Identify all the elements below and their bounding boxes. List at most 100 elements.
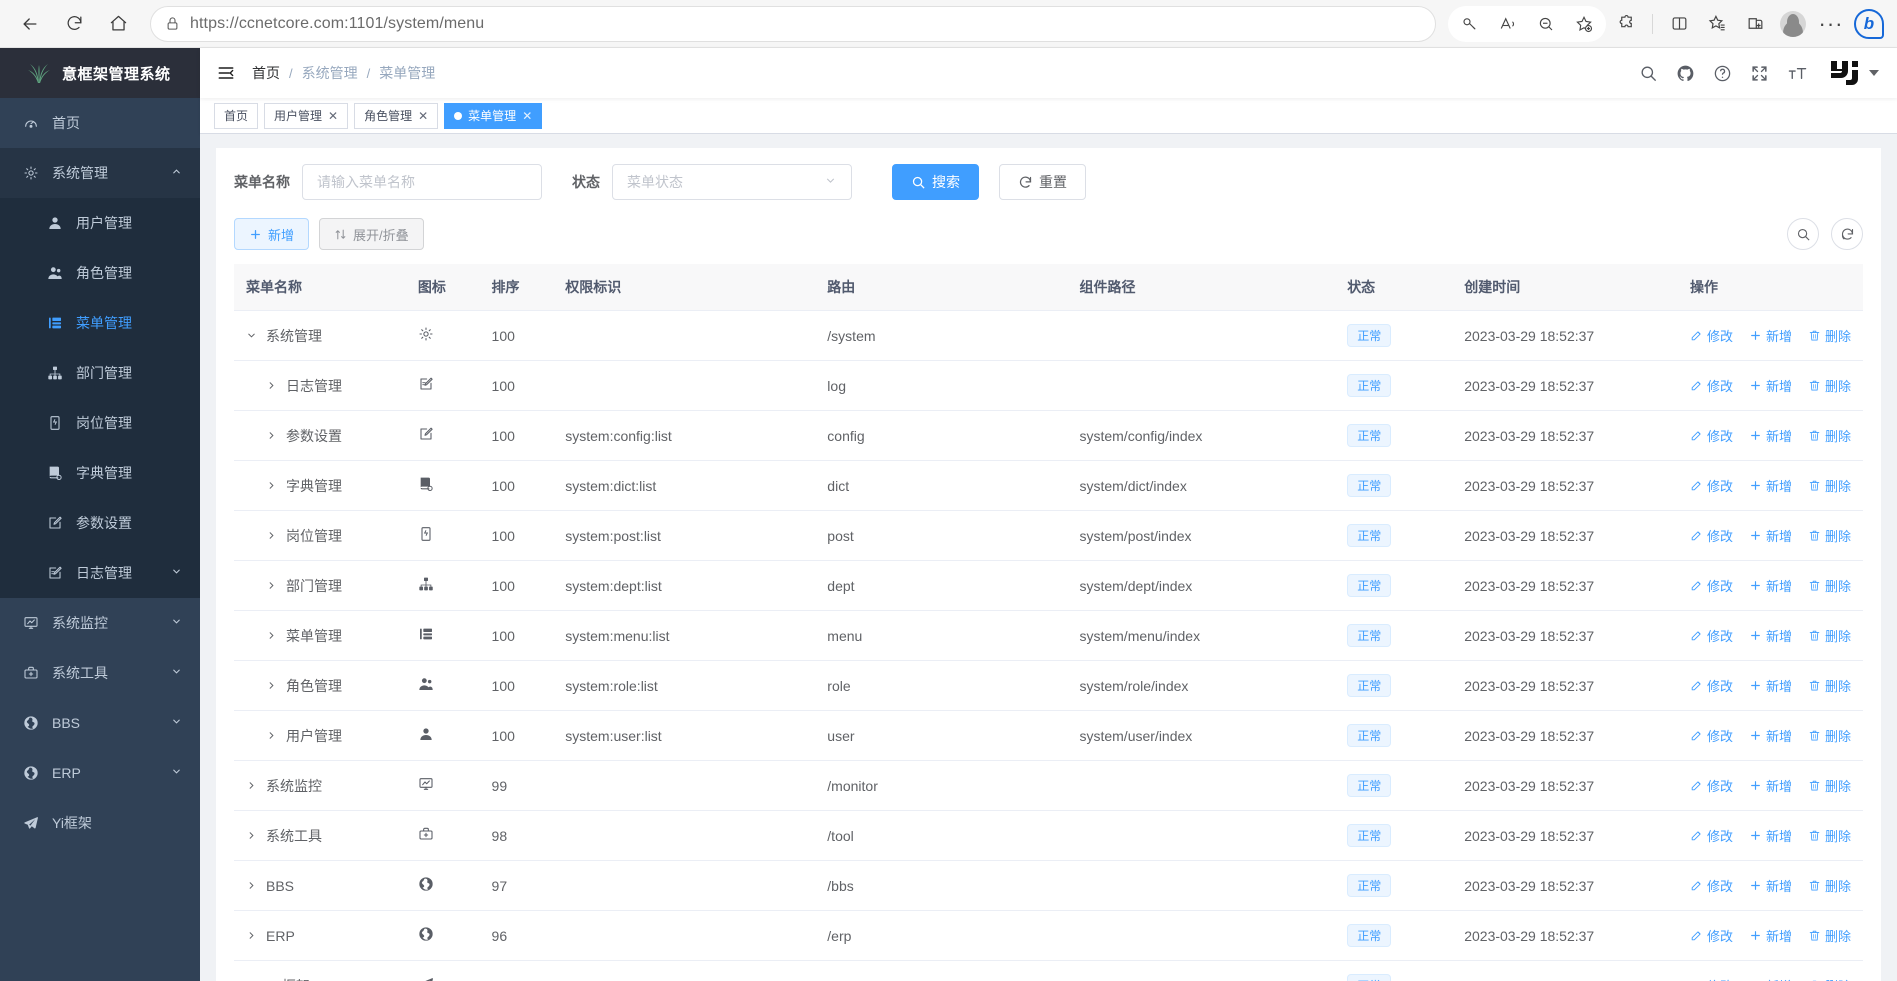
edit-row-button[interactable]: 修改	[1690, 326, 1733, 345]
status-select[interactable]: 菜单状态	[612, 164, 852, 200]
add-button[interactable]: 新增	[234, 218, 310, 250]
edit-row-button[interactable]: 修改	[1690, 476, 1733, 495]
expand-collapse-button[interactable]: 展开/折叠	[319, 218, 424, 250]
delete-row-button[interactable]: 删除	[1808, 576, 1851, 595]
favorites-icon[interactable]	[1699, 6, 1735, 42]
home-icon[interactable]	[98, 6, 138, 42]
sidebar-item-岗位管理[interactable]: 岗位管理	[0, 398, 200, 448]
chevron-right-icon[interactable]	[266, 480, 278, 491]
add-row-button[interactable]: 新增	[1749, 576, 1792, 595]
sidebar-item-参数设置[interactable]: 参数设置	[0, 498, 200, 548]
delete-row-button[interactable]: 删除	[1808, 826, 1851, 845]
collections-icon[interactable]	[1737, 6, 1773, 42]
delete-row-button[interactable]: 删除	[1808, 876, 1851, 895]
sidebar-item-部门管理[interactable]: 部门管理	[0, 348, 200, 398]
tab-用户管理[interactable]: 用户管理 ✕	[264, 102, 349, 129]
chevron-right-icon[interactable]	[246, 780, 258, 791]
breadcrumb-item-系统管理[interactable]: 系统管理	[301, 65, 358, 81]
hamburger-icon[interactable]	[216, 63, 244, 83]
sidebar-item-Yi框架[interactable]: Yi框架	[0, 798, 200, 848]
chevron-down-icon[interactable]	[246, 330, 258, 341]
delete-row-button[interactable]: 删除	[1808, 476, 1851, 495]
add-row-button[interactable]: 新增	[1749, 776, 1792, 795]
brand-logo[interactable]: 意框架管理系统	[0, 48, 200, 98]
search-input[interactable]	[302, 164, 542, 200]
delete-row-button[interactable]: 删除	[1808, 676, 1851, 695]
sidebar-item-系统工具[interactable]: 系统工具	[0, 648, 200, 698]
sidebar-item-日志管理[interactable]: 日志管理	[0, 548, 200, 598]
key-icon[interactable]	[1452, 6, 1488, 42]
add-row-button[interactable]: 新增	[1749, 326, 1792, 345]
font-size-icon[interactable]	[1787, 64, 1808, 83]
edit-row-button[interactable]: 修改	[1690, 676, 1733, 695]
sidebar-item-角色管理[interactable]: 角色管理	[0, 248, 200, 298]
close-icon[interactable]: ✕	[522, 108, 533, 123]
address-bar[interactable]: https://ccnetcore.com:1101/system/menu	[150, 5, 1436, 42]
delete-row-button[interactable]: 删除	[1808, 426, 1851, 445]
tab-菜单管理[interactable]: 菜单管理 ✕	[444, 102, 543, 129]
close-icon[interactable]: ✕	[418, 108, 429, 123]
delete-row-button[interactable]: 删除	[1808, 626, 1851, 645]
chevron-right-icon[interactable]	[266, 680, 278, 691]
delete-row-button[interactable]: 删除	[1808, 776, 1851, 795]
yi-avatar-icon[interactable]	[1830, 60, 1879, 86]
tab-角色管理[interactable]: 角色管理 ✕	[354, 102, 439, 129]
help-icon[interactable]	[1713, 64, 1732, 83]
delete-row-button[interactable]: 删除	[1808, 526, 1851, 545]
refresh-icon[interactable]	[1831, 218, 1863, 250]
add-row-button[interactable]: 新增	[1749, 676, 1792, 695]
edit-row-button[interactable]: 修改	[1690, 576, 1733, 595]
edit-row-button[interactable]: 修改	[1690, 926, 1733, 945]
fullscreen-icon[interactable]	[1750, 64, 1769, 83]
edit-row-button[interactable]: 修改	[1690, 726, 1733, 745]
edit-row-button[interactable]: 修改	[1690, 376, 1733, 395]
add-row-button[interactable]: 新增	[1749, 426, 1792, 445]
chevron-right-icon[interactable]	[246, 930, 258, 941]
add-favorite-icon[interactable]	[1566, 6, 1602, 42]
copilot-icon[interactable]: b	[1851, 6, 1887, 42]
zoom-out-icon[interactable]	[1528, 6, 1564, 42]
add-row-button[interactable]: 新增	[1749, 726, 1792, 745]
delete-row-button[interactable]: 删除	[1808, 976, 1851, 981]
settings-more-icon[interactable]: ···	[1818, 10, 1844, 36]
chevron-right-icon[interactable]	[266, 630, 278, 641]
search-icon[interactable]	[1787, 218, 1819, 250]
edit-row-button[interactable]: 修改	[1690, 426, 1733, 445]
edit-row-button[interactable]: 修改	[1690, 776, 1733, 795]
sidebar-item-首页[interactable]: 首页	[0, 98, 200, 148]
chevron-right-icon[interactable]	[246, 880, 258, 891]
delete-row-button[interactable]: 删除	[1808, 326, 1851, 345]
sidebar-item-字典管理[interactable]: 字典管理	[0, 448, 200, 498]
content-scroll[interactable]: 菜单名称 状态 菜单状态 搜索	[200, 134, 1897, 981]
github-icon[interactable]	[1676, 64, 1695, 83]
add-row-button[interactable]: 新增	[1749, 826, 1792, 845]
sidebar-item-ERP[interactable]: ERP	[0, 748, 200, 798]
split-screen-icon[interactable]	[1661, 6, 1697, 42]
sidebar-item-用户管理[interactable]: 用户管理	[0, 198, 200, 248]
sidebar-item-BBS[interactable]: BBS	[0, 698, 200, 748]
sidebar-item-系统监控[interactable]: 系统监控	[0, 598, 200, 648]
profile-icon[interactable]	[1775, 6, 1811, 42]
add-row-button[interactable]: 新增	[1749, 976, 1792, 981]
breadcrumb-item-首页[interactable]: 首页	[252, 65, 280, 81]
edit-row-button[interactable]: 修改	[1690, 876, 1733, 895]
chevron-right-icon[interactable]	[266, 580, 278, 591]
delete-row-button[interactable]: 删除	[1808, 376, 1851, 395]
add-row-button[interactable]: 新增	[1749, 626, 1792, 645]
edit-row-button[interactable]: 修改	[1690, 826, 1733, 845]
sidebar-item-系统管理[interactable]: 系统管理	[0, 148, 200, 198]
edit-row-button[interactable]: 修改	[1690, 976, 1733, 981]
delete-row-button[interactable]: 删除	[1808, 926, 1851, 945]
chevron-right-icon[interactable]	[266, 430, 278, 441]
delete-row-button[interactable]: 删除	[1808, 726, 1851, 745]
search-button[interactable]: 搜索	[892, 164, 979, 200]
sidebar-item-菜单管理[interactable]: 菜单管理	[0, 298, 200, 348]
chevron-right-icon[interactable]	[266, 380, 278, 391]
back-arrow-icon[interactable]	[10, 6, 50, 42]
edit-row-button[interactable]: 修改	[1690, 626, 1733, 645]
chevron-right-icon[interactable]	[266, 530, 278, 541]
extensions-icon[interactable]	[1608, 6, 1644, 42]
reset-button[interactable]: 重置	[999, 164, 1086, 200]
chevron-right-icon[interactable]	[246, 830, 258, 841]
close-icon[interactable]: ✕	[328, 108, 339, 123]
